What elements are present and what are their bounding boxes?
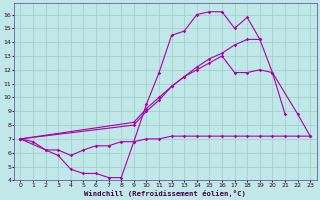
X-axis label: Windchill (Refroidissement éolien,°C): Windchill (Refroidissement éolien,°C) — [84, 190, 246, 197]
